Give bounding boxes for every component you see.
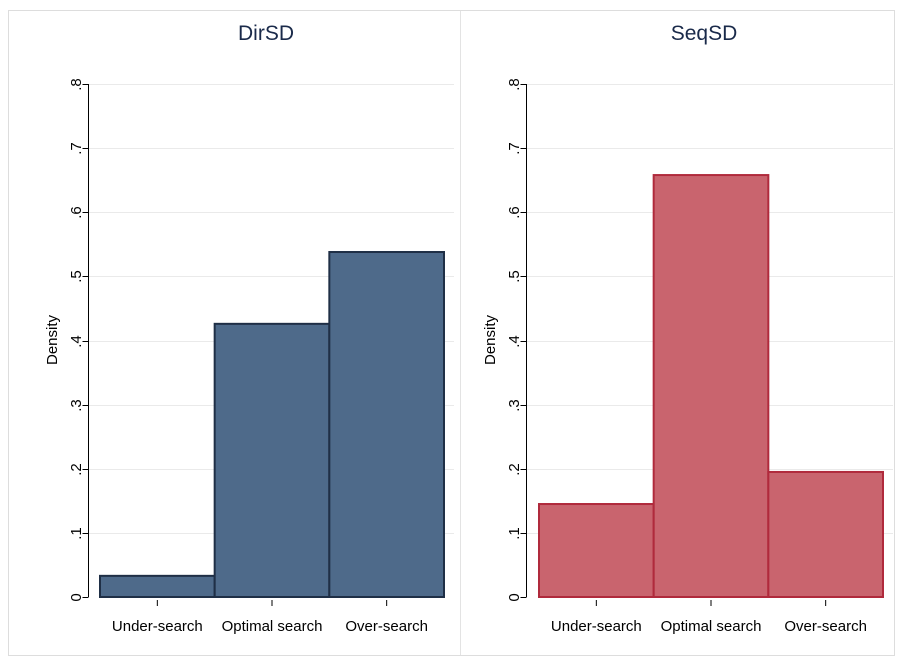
y-tick-label: .5 [68, 270, 85, 283]
bar [538, 503, 655, 598]
x-tick-label: Under-search [112, 618, 203, 635]
y-axis-label: Density [44, 314, 61, 365]
y-tick-label: .6 [506, 206, 523, 219]
y-ticks: 0 .1 .2 .3 .4 .5 .6 .7 .8 [68, 78, 89, 602]
y-tick-label: .4 [506, 335, 523, 348]
panel-title: DirSD [238, 22, 294, 45]
bar [652, 174, 770, 598]
y-tick-label: .2 [506, 463, 523, 476]
y-ticks: 0 .1 .2 .3 .4 .5 .6 .7 .8 [506, 78, 527, 602]
x-ticks: Under-search Optimal search Over-search [551, 600, 867, 635]
y-tick-label: .8 [506, 78, 523, 91]
bars [538, 174, 884, 598]
y-tick-label: .4 [68, 335, 85, 348]
panel-dirsd: DirSD Density 0 .1 .2 .3 .4 .5 .6 .7 .8 Under-se… [44, 22, 454, 635]
y-tick-label: .6 [68, 206, 85, 219]
x-tick-label: Optimal search [661, 618, 762, 635]
x-tick-label: Over-search [345, 618, 428, 635]
bars [99, 251, 446, 598]
y-tick-label: 0 [506, 593, 523, 601]
bar [99, 574, 216, 598]
y-axis-label: Density [482, 314, 499, 365]
y-tick-label: .7 [68, 142, 85, 155]
y-tick-label: .1 [68, 527, 85, 540]
y-tick-label: .8 [68, 78, 85, 91]
x-tick-label: Under-search [551, 618, 642, 635]
panel-title: SeqSD [671, 22, 738, 45]
panel-seqsd: SeqSD Density 0 .1 .2 .3 .4 .5 .6 .7 .8 Under-se… [482, 22, 893, 635]
x-tick-label: Optimal search [222, 618, 323, 635]
y-tick-label: .7 [506, 142, 523, 155]
bar [213, 322, 331, 598]
bar [767, 470, 884, 598]
x-tick-label: Over-search [784, 618, 867, 635]
y-tick-label: 0 [68, 593, 85, 601]
y-tick-label: .2 [68, 463, 85, 476]
bar [328, 251, 446, 598]
y-tick-label: .5 [506, 270, 523, 283]
y-tick-label: .3 [68, 399, 85, 412]
x-ticks: Under-search Optimal search Over-search [112, 600, 428, 635]
y-tick-label: .1 [506, 527, 523, 540]
y-tick-label: .3 [506, 399, 523, 412]
